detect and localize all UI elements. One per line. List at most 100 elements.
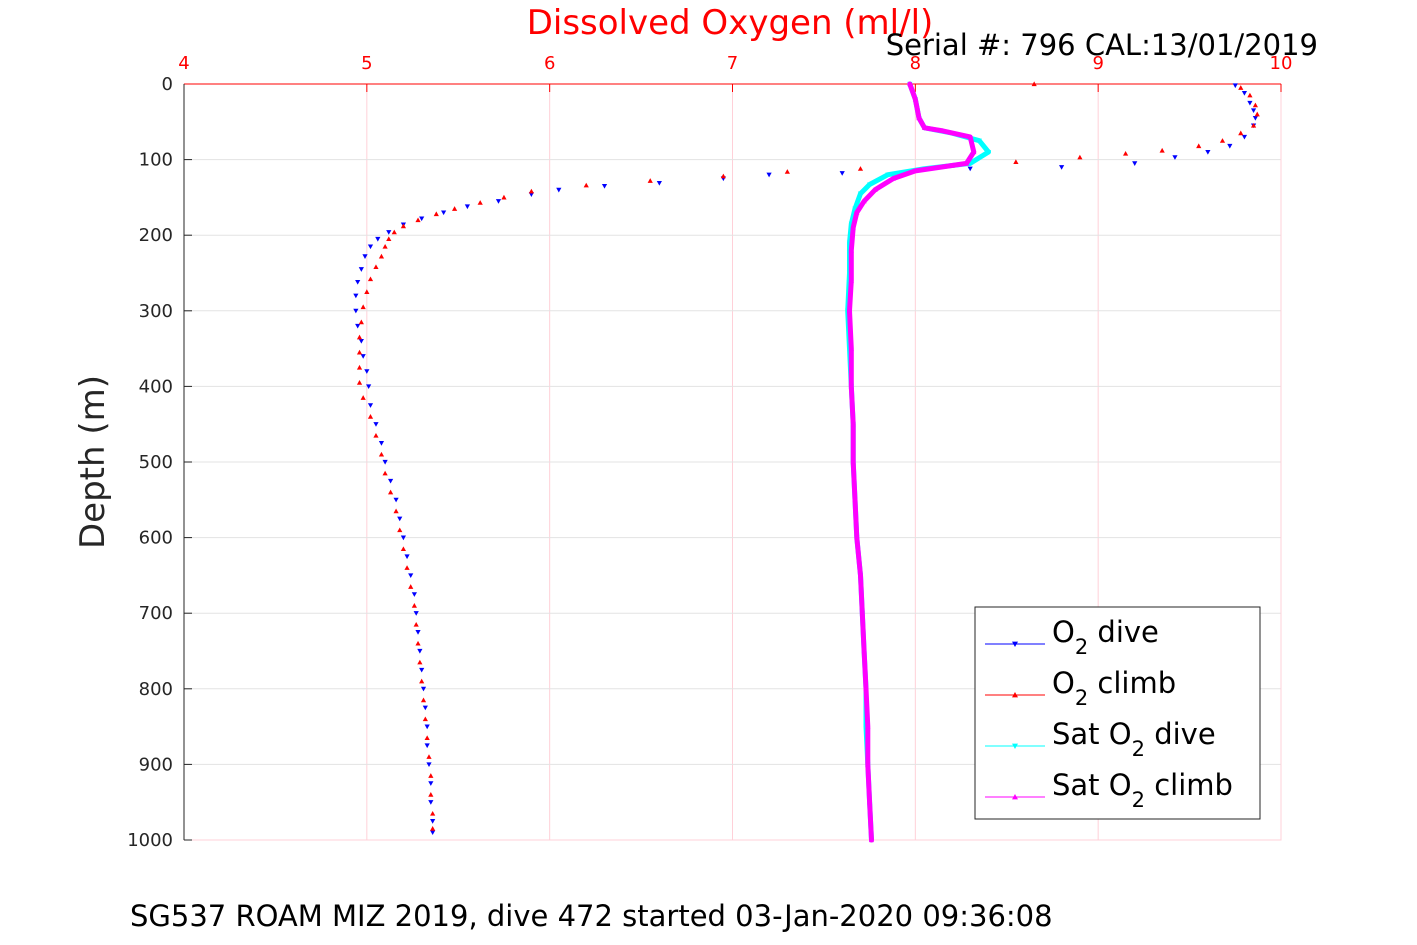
legend-box	[974, 606, 1261, 820]
data-point	[388, 478, 394, 484]
data-point	[852, 206, 858, 212]
data-point	[366, 384, 372, 389]
data-point	[419, 678, 425, 684]
data-point	[863, 686, 869, 691]
data-point	[1247, 100, 1253, 106]
legend-marker	[1012, 743, 1018, 749]
data-point	[656, 180, 662, 186]
legend-item: O2 dive	[985, 615, 1159, 659]
data-point	[404, 565, 410, 570]
data-point	[867, 182, 873, 188]
data-point	[355, 279, 361, 285]
data-point	[400, 223, 406, 229]
legend-label: Sat O2 climb	[1052, 768, 1233, 812]
data-point	[865, 761, 871, 767]
data-point	[867, 799, 873, 805]
data-point	[967, 166, 973, 172]
data-point	[1159, 147, 1165, 153]
data-point	[415, 630, 421, 635]
data-point	[1238, 130, 1244, 136]
data-point	[382, 243, 388, 249]
data-point	[1232, 83, 1238, 89]
data-point	[386, 230, 392, 235]
data-point	[1122, 150, 1129, 156]
data-point	[872, 187, 878, 192]
data-point	[353, 293, 359, 299]
data-point	[353, 308, 359, 314]
y-tick-label: 700	[139, 603, 173, 624]
data-point	[1031, 81, 1037, 87]
data-point	[720, 173, 726, 179]
y-tick-label: 0	[162, 74, 173, 95]
data-point	[404, 554, 410, 560]
data-point	[1254, 111, 1260, 117]
data-point	[422, 716, 428, 722]
data-point	[428, 792, 434, 797]
data-series	[353, 81, 1260, 843]
y-tick-label: 600	[139, 528, 173, 549]
data-point	[441, 210, 447, 216]
series-o2-dive	[353, 83, 1259, 836]
data-point	[364, 289, 370, 294]
data-point	[428, 773, 434, 778]
data-point	[411, 592, 417, 597]
data-point	[912, 168, 918, 174]
data-point	[861, 198, 867, 204]
data-point	[419, 667, 425, 673]
data-point	[400, 535, 406, 541]
data-point	[784, 169, 790, 174]
data-point	[356, 349, 363, 355]
data-point	[393, 497, 399, 503]
y-tick-label: 1000	[127, 830, 173, 851]
data-point	[356, 380, 363, 385]
data-point	[358, 319, 364, 325]
data-point	[358, 267, 364, 272]
data-point	[420, 697, 427, 703]
data-point	[1252, 102, 1259, 108]
legend-marker	[1012, 692, 1018, 698]
y-tick-label: 900	[139, 754, 173, 775]
legend: O2 dive O2 climb Sat O2 dive Sat O2 climb	[974, 606, 1261, 820]
data-point	[373, 264, 379, 270]
data-point	[1252, 115, 1259, 121]
data-point	[430, 819, 436, 824]
data-point	[400, 546, 406, 552]
data-point	[415, 640, 421, 646]
data-point	[857, 166, 864, 171]
data-point	[378, 451, 385, 457]
data-point	[422, 705, 428, 711]
data-point	[356, 364, 363, 370]
data-point	[857, 191, 864, 197]
data-point	[850, 459, 856, 465]
data-point	[971, 149, 977, 155]
data-point	[501, 194, 507, 200]
y-tick-label: 400	[139, 376, 173, 397]
data-point	[378, 253, 385, 259]
x-tick-label: 4	[178, 53, 189, 74]
data-point	[430, 830, 436, 836]
data-point	[859, 610, 865, 616]
caption: SG537 ROAM MIZ 2019, dive 472 started 03…	[130, 899, 1053, 933]
data-point	[362, 254, 368, 259]
data-point	[420, 686, 427, 692]
data-point	[839, 171, 845, 176]
data-point	[1227, 143, 1233, 149]
data-point	[378, 441, 385, 446]
x-tick-label: 7	[727, 53, 738, 74]
data-point	[426, 762, 432, 767]
data-point	[428, 781, 434, 786]
data-point	[495, 199, 502, 204]
data-point	[912, 96, 918, 102]
data-point	[415, 217, 421, 223]
data-point	[848, 247, 854, 253]
data-point	[861, 648, 867, 654]
legend-item: Sat O2 climb	[985, 768, 1233, 812]
data-point	[367, 276, 374, 282]
data-point	[424, 743, 430, 749]
data-point	[848, 277, 854, 283]
x-tick-label: 8	[910, 53, 921, 74]
data-point	[388, 489, 394, 495]
data-point	[885, 172, 891, 178]
